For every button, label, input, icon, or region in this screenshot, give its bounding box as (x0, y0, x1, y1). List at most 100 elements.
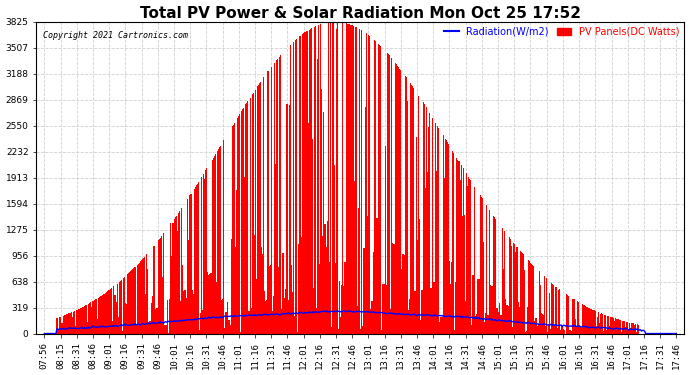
Bar (102, 295, 103, 333)
Bar (432, 118, 433, 333)
Bar (302, 34, 304, 333)
Bar (591, 309, 593, 333)
Bar (571, 332, 573, 333)
Bar (352, 26, 353, 333)
Bar (436, 171, 437, 333)
Bar (487, 315, 488, 333)
Bar (288, 105, 290, 333)
Bar (354, 181, 355, 333)
Bar (131, 270, 132, 333)
Bar (445, 138, 446, 333)
Bar (169, 300, 170, 333)
Bar (394, 244, 395, 333)
Bar (400, 70, 402, 333)
Bar (212, 160, 213, 333)
Bar (597, 317, 598, 333)
Bar (281, 309, 282, 333)
Bar (452, 151, 453, 333)
Bar (620, 320, 621, 333)
Bar (236, 190, 237, 333)
Bar (155, 309, 156, 333)
Bar (472, 275, 473, 333)
Bar (627, 322, 629, 333)
Bar (230, 239, 232, 333)
Bar (599, 323, 600, 333)
Bar (218, 149, 219, 333)
Bar (103, 294, 104, 333)
Bar (158, 240, 159, 333)
Bar (242, 109, 243, 333)
Bar (581, 327, 582, 333)
Bar (210, 273, 212, 333)
Bar (429, 112, 430, 333)
Bar (333, 22, 334, 333)
Bar (115, 302, 117, 333)
Bar (199, 330, 200, 333)
Bar (564, 330, 565, 333)
Bar (334, 165, 335, 333)
Bar (360, 329, 362, 333)
Bar (392, 243, 393, 333)
Bar (318, 25, 319, 333)
Bar (584, 305, 585, 333)
Bar (107, 291, 108, 333)
Bar (171, 256, 172, 333)
Bar (220, 146, 221, 333)
Bar (340, 317, 342, 333)
Bar (492, 286, 493, 333)
Bar (176, 216, 177, 333)
Bar (228, 320, 230, 333)
Bar (621, 332, 622, 333)
Bar (63, 315, 64, 333)
Bar (331, 327, 332, 333)
Bar (298, 244, 299, 333)
Bar (276, 60, 277, 333)
Bar (440, 317, 442, 333)
Bar (172, 223, 174, 333)
Bar (562, 326, 563, 333)
Bar (207, 272, 208, 333)
Bar (466, 173, 467, 333)
Bar (314, 27, 315, 333)
Bar (200, 314, 201, 333)
Bar (216, 282, 217, 333)
Bar (125, 303, 126, 333)
Bar (260, 82, 261, 333)
Bar (79, 308, 81, 333)
Bar (438, 128, 440, 333)
Bar (165, 325, 166, 333)
Bar (95, 299, 97, 333)
Bar (146, 254, 147, 333)
Bar (602, 314, 603, 333)
Bar (273, 296, 274, 333)
Bar (224, 328, 225, 333)
Bar (431, 288, 432, 333)
Bar (88, 304, 89, 333)
Bar (93, 301, 95, 333)
Bar (511, 246, 512, 333)
Bar (127, 274, 128, 333)
Bar (268, 266, 270, 333)
Bar (371, 301, 372, 333)
Bar (525, 332, 526, 333)
Bar (160, 238, 161, 333)
Bar (232, 126, 233, 333)
Bar (519, 308, 520, 333)
Bar (444, 178, 445, 333)
Bar (221, 300, 222, 333)
Bar (585, 306, 586, 333)
Bar (151, 303, 152, 333)
Bar (495, 219, 497, 333)
Bar (104, 294, 105, 333)
Bar (159, 239, 160, 333)
Bar (135, 267, 136, 333)
Bar (454, 330, 455, 333)
Bar (501, 315, 502, 333)
Bar (173, 219, 175, 333)
Bar (86, 305, 87, 333)
Bar (460, 165, 462, 333)
Bar (141, 260, 142, 333)
Bar (635, 332, 637, 333)
Bar (133, 268, 135, 333)
Bar (510, 239, 511, 333)
